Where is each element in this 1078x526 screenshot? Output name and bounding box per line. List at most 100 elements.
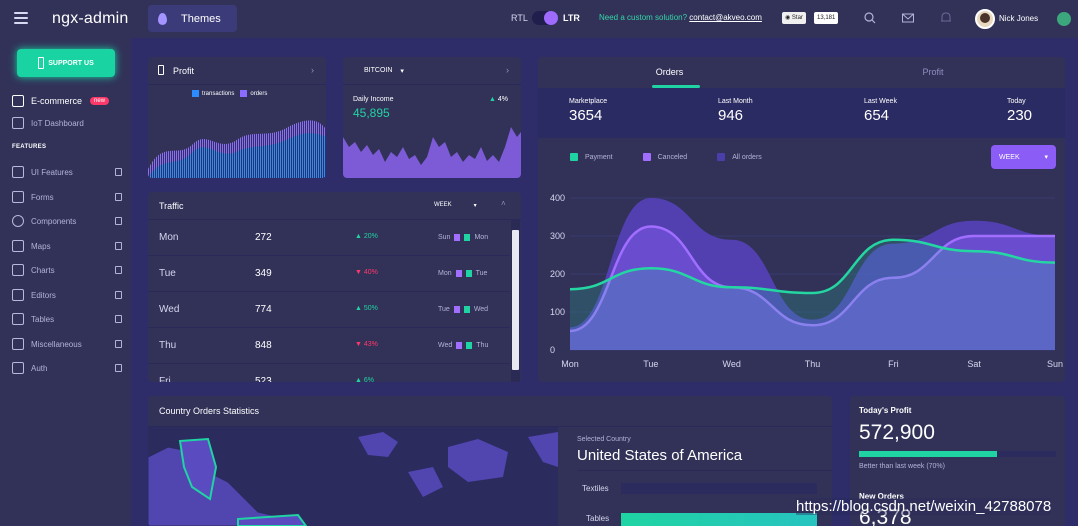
- traffic-card: Traffic WEEK ▾ ˄ Mon 272 ▲ 20% Sun Mon Tu…: [148, 192, 521, 382]
- sidebar-item-tables[interactable]: Tables: [12, 310, 126, 328]
- expand-icon: [115, 217, 122, 225]
- sidebar-item-maps[interactable]: Maps: [12, 237, 126, 255]
- custom-solution-text: Need a custom solution? contact@akveo.co…: [599, 13, 762, 22]
- orders-period-select[interactable]: WEEK ▾: [991, 145, 1056, 169]
- sidebar-item-miscellaneous[interactable]: Miscellaneous: [12, 335, 126, 353]
- stat-value: 3654: [569, 107, 603, 124]
- user-name[interactable]: Nick Jones: [999, 14, 1039, 23]
- sidebar-item-ui-features[interactable]: UI Features: [12, 163, 126, 181]
- expand-icon: [115, 340, 122, 348]
- phone-icon: [158, 65, 164, 75]
- country-orders-card: Country Orders Statistics Selected Count…: [148, 396, 832, 526]
- chevron-up-icon[interactable]: ˄: [501, 199, 506, 208]
- expand-icon: [115, 242, 122, 250]
- chevron-down-icon: ▾: [400, 68, 404, 75]
- traffic-delta: ▼ 43%: [355, 341, 378, 348]
- daily-income-value: 45,895: [353, 106, 390, 120]
- sidebar-item-forms[interactable]: Forms: [12, 188, 126, 206]
- traffic-value: 272: [255, 232, 272, 243]
- sidebar-item-auth[interactable]: Auth: [12, 359, 126, 377]
- bell-icon[interactable]: [939, 11, 953, 25]
- world-map[interactable]: [148, 427, 558, 526]
- orders-legend: Payment Canceled All orders: [570, 153, 762, 161]
- expand-icon: [115, 291, 122, 299]
- sidebar-item-ecommerce[interactable]: E-commerce new: [12, 92, 126, 110]
- themes-button[interactable]: Themes: [148, 5, 237, 32]
- traffic-day: Fri: [159, 376, 171, 382]
- sidebar-item-editors[interactable]: Editors: [12, 286, 126, 304]
- selected-country-name: United States of America: [577, 447, 743, 464]
- chevron-right-icon[interactable]: ›: [311, 65, 314, 75]
- arrow-down-icon: ▼: [355, 269, 362, 276]
- table-row: Wed 774 ▲ 50% Tue Wed: [148, 292, 510, 328]
- legend-swatch-payment: [570, 153, 578, 161]
- lock-icon: [12, 362, 24, 374]
- stat-label: Marketplace: [569, 98, 608, 105]
- bar-label-textiles: Textiles: [582, 484, 609, 493]
- currency-select[interactable]: BITCOIN ▾: [364, 67, 404, 75]
- profit-legend: transactions orders: [192, 90, 267, 97]
- phone-icon: [38, 57, 45, 69]
- grid-icon: [12, 166, 24, 178]
- bar-textiles: [621, 483, 817, 494]
- chart-icon: [12, 264, 24, 276]
- new-orders-value: 6,378: [859, 506, 912, 526]
- layout-settings-icon[interactable]: [1057, 12, 1071, 26]
- traffic-delta: ▼ 40%: [355, 269, 378, 276]
- traffic-delta: ▲ 20%: [355, 233, 378, 240]
- tab-orders[interactable]: Orders: [655, 67, 684, 77]
- x-tick-label: Fri: [888, 359, 899, 369]
- scrollbar[interactable]: [511, 220, 520, 382]
- y-tick-label: 200: [550, 269, 565, 279]
- contact-link[interactable]: contact@akveo.com: [689, 13, 762, 22]
- star-count: 13,181: [814, 12, 839, 24]
- direction-toggle[interactable]: [532, 11, 558, 25]
- today-profit-note: Better than last week (70%): [859, 463, 945, 470]
- traffic-day: Tue: [159, 268, 176, 279]
- github-star-button[interactable]: ◉ Star: [782, 12, 806, 24]
- traffic-value: 774: [255, 304, 272, 315]
- x-tick-label: Wed: [722, 359, 740, 369]
- shuffle-icon: [12, 338, 24, 350]
- sidebar-item-components[interactable]: Components: [12, 212, 126, 230]
- y-tick-label: 400: [550, 193, 565, 203]
- avatar[interactable]: [975, 9, 995, 29]
- y-tick-label: 100: [550, 307, 565, 317]
- orders-stats: Marketplace 3654 Last Month 946 Last Week 6…: [538, 88, 1065, 138]
- search-icon[interactable]: [863, 11, 877, 25]
- active-tab-indicator: [652, 85, 700, 88]
- bar-tables: [621, 513, 817, 526]
- profit-bar-chart: [148, 120, 326, 178]
- bar-label-tables: Tables: [586, 514, 610, 523]
- email-icon[interactable]: [901, 11, 915, 25]
- today-profit-title: Today's Profit: [859, 406, 912, 415]
- traffic-delta: ▲ 6%: [355, 377, 375, 382]
- chevron-right-icon[interactable]: ›: [506, 65, 509, 75]
- tab-profit[interactable]: Profit: [922, 67, 944, 77]
- traffic-delta: ▲ 50%: [355, 305, 378, 312]
- support-us-button[interactable]: SUPPORT US: [17, 49, 115, 77]
- gear-icon: [12, 215, 24, 227]
- expand-icon: [115, 315, 122, 323]
- profit-title: Profit: [173, 66, 195, 76]
- rtl-label: RTL: [511, 13, 528, 23]
- brand-logo[interactable]: ngx-admin: [52, 10, 129, 27]
- menu-toggle-icon[interactable]: [14, 12, 28, 24]
- expand-icon: [115, 168, 122, 176]
- traffic-period-select[interactable]: WEEK ▾: [434, 202, 477, 209]
- daily-income-label: Daily Income: [353, 96, 394, 103]
- stat-label: Last Week: [864, 98, 897, 105]
- sidebar-item-iot[interactable]: IoT Dashboard: [12, 114, 126, 132]
- arrow-up-icon: ▲: [355, 377, 362, 382]
- series-area-payment: [570, 239, 1055, 350]
- legend-payment: Payment: [585, 153, 613, 161]
- bitcoin-area-chart: [343, 127, 521, 178]
- sidebar-item-charts[interactable]: Charts: [12, 261, 126, 279]
- features-heading: FEATURES: [12, 144, 47, 150]
- table-row: Mon 272 ▲ 20% Sun Mon: [148, 220, 510, 256]
- traffic-day: Wed: [159, 304, 180, 315]
- traffic-compare: Wed Thu: [438, 342, 489, 349]
- text-icon: [12, 289, 24, 301]
- expand-icon: [115, 193, 122, 201]
- watermark-text: https://blog.csdn.net/weixin_42788078: [796, 498, 1052, 515]
